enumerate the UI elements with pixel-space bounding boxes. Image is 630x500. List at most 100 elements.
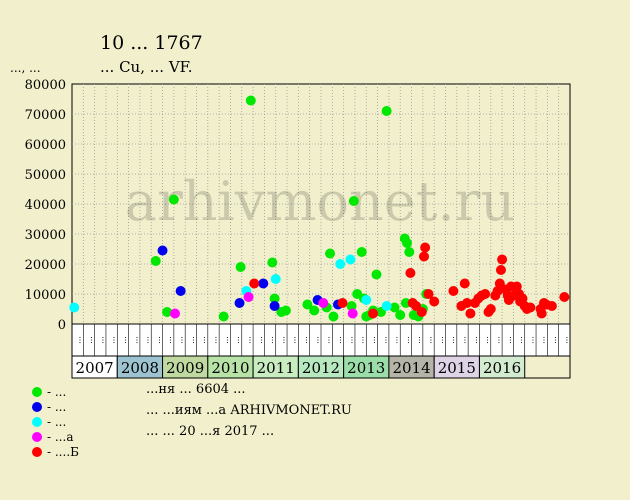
y-tick-label: 40000 [25, 198, 66, 213]
legend-label: - ... [47, 400, 66, 414]
y-tick-label: 10000 [25, 288, 66, 303]
month-label: ... [436, 336, 445, 344]
data-point [497, 254, 508, 265]
month-label: ... [334, 336, 343, 344]
year-label: 2012 [302, 359, 340, 377]
data-point [218, 311, 229, 322]
month-label: ... [368, 336, 377, 344]
y-tick-labels: 0 10000 20000 30000 40000 50000 60000 70000 8000… [25, 78, 66, 333]
month-label: ... [311, 336, 320, 344]
month-label: ... [357, 336, 366, 344]
data-point [345, 254, 356, 265]
data-point [347, 308, 358, 319]
month-label: ... [289, 336, 298, 344]
y-tick-label: 50000 [25, 168, 66, 183]
legend-marker [32, 417, 42, 427]
year-label: 2013 [347, 359, 385, 377]
month-label: ... [300, 336, 309, 344]
month-label: ... [232, 336, 241, 344]
month-label: ... [209, 336, 218, 344]
month-label: ... [130, 336, 139, 344]
data-point [480, 289, 491, 299]
month-label: ... [538, 336, 547, 344]
data-point [348, 196, 359, 206]
legend-marker [32, 447, 42, 457]
data-point [328, 311, 339, 322]
data-point [405, 268, 416, 278]
month-label: ... [153, 336, 162, 344]
month-label: ... [470, 336, 479, 344]
month-label: ... [198, 336, 207, 344]
y-tick-label: 80000 [25, 78, 66, 93]
y-tick-label: 0 [58, 318, 66, 333]
y-tick-label: 20000 [25, 258, 66, 273]
month-label: ... [323, 336, 332, 344]
data-point [267, 257, 278, 268]
data-point [559, 292, 570, 302]
y-tick-label: 60000 [25, 138, 66, 153]
data-point [536, 308, 547, 319]
data-point [368, 308, 379, 319]
watermark: arhivmonet.ru [125, 170, 515, 233]
month-label: ... [504, 336, 513, 344]
data-point [245, 95, 256, 106]
year-axis: 2007 2008 2009 2010 2011 2012 2013 2014 2015 2016 [71, 355, 571, 379]
data-point [546, 301, 557, 311]
data-point [337, 298, 348, 308]
data-point [162, 307, 173, 317]
data-point [485, 304, 496, 314]
month-label: ... [379, 336, 388, 344]
month-label: ... [176, 336, 185, 344]
footer-line-3: ... ... 20 ...я 2017 ... [146, 424, 275, 439]
data-point [389, 302, 400, 313]
month-label: ... [413, 336, 422, 344]
legend-marker [32, 387, 42, 397]
data-point [280, 305, 291, 316]
data-point [325, 248, 336, 259]
data-point [309, 305, 320, 316]
data-point [395, 310, 406, 320]
data-point [462, 298, 473, 308]
month-label: ... [402, 336, 411, 344]
month-label: ... [458, 336, 467, 344]
month-label: ... [108, 336, 117, 344]
year-label: 2016 [483, 359, 521, 377]
data-point [465, 308, 476, 319]
data-point [402, 238, 413, 248]
month-label: ... [345, 336, 354, 344]
data-point [243, 292, 254, 302]
month-label: ... [266, 336, 275, 344]
legend-label: - ....Б [47, 445, 79, 459]
data-point [361, 295, 372, 305]
month-label: ... [255, 336, 264, 344]
month-label: ... [142, 336, 151, 344]
y-axis-label: ..., ... [10, 61, 41, 75]
data-point [459, 278, 470, 289]
data-point [381, 301, 392, 311]
data-point [269, 293, 280, 304]
data-point [169, 308, 180, 319]
year-label: 2009 [166, 359, 204, 377]
data-point [420, 242, 431, 253]
data-point [356, 247, 367, 257]
data-point [495, 265, 506, 275]
legend-label: - ... [47, 385, 66, 399]
data-point [448, 286, 459, 296]
data-point [249, 278, 260, 289]
month-label: ... [515, 336, 524, 344]
data-point [416, 307, 427, 317]
legend-label: - ...а [47, 430, 73, 444]
data-point [234, 298, 245, 308]
data-point [517, 293, 528, 304]
chart-title: 10 ... 1767 [100, 32, 203, 54]
data-point [429, 296, 440, 307]
year-label: 2010 [211, 359, 249, 377]
footer-line-1: ...ня ... 6604 ... [146, 382, 246, 397]
legend-label: - ... [47, 415, 66, 429]
year-label: 2011 [257, 359, 295, 377]
data-point [175, 286, 186, 296]
data-point [258, 278, 269, 289]
month-label: ... [277, 336, 286, 344]
month-axis: ........................................… [71, 323, 571, 357]
